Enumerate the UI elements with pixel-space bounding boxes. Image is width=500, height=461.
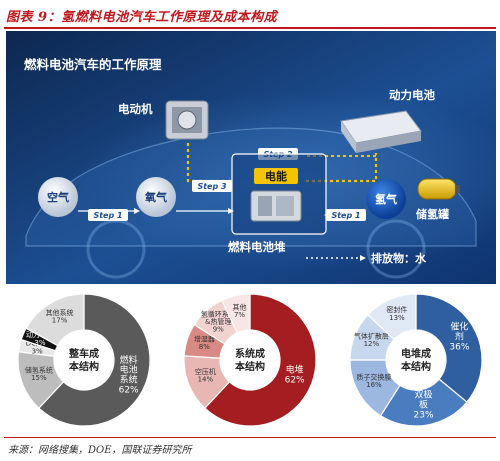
tank-label: 储氢罐: [416, 207, 449, 221]
battery-pack-icon: [340, 110, 422, 153]
fuel-cell-diagram: 燃料电池汽车的工作原理 电动机 动力电池 Step 2 Step 3 电能 空气: [6, 31, 496, 284]
svg-text:Step 1: Step 1: [93, 211, 122, 220]
air-label: 空气: [47, 190, 69, 204]
slice-label-2-0: 催化剂 36%: [449, 321, 469, 353]
hydrogen-tank-icon: [417, 178, 460, 200]
source-rule: [4, 437, 496, 438]
slice-1-0: [203, 293, 317, 427]
slice-0-4: [25, 293, 85, 347]
slice-label-1-4: 其他 7%: [233, 302, 247, 319]
slice-label-0-1: 储氢系统 15%: [25, 365, 53, 382]
car-wheel-rear: [366, 219, 426, 279]
system-cost-donut: 电堆 62% 空压机 14% 增湿器 8%氢循环系统&热管理 9%其他 7% 系统成本结构: [183, 293, 317, 427]
slice-0-0: [37, 293, 151, 427]
fuel-cell-stack-icon: [250, 190, 302, 222]
slice-label-1-1: 空压机 14%: [195, 367, 216, 384]
step3-tag: Step 3: [192, 180, 232, 192]
diagram-heading: 燃料电池汽车的工作原理: [24, 57, 162, 72]
donut-title-0: 整车成本结构: [68, 347, 99, 373]
slice-2-4: [367, 293, 417, 341]
system-cost-chart: 电堆 62% 空压机 14% 增湿器 8% 氢循环系统&热管理 9% 其他 7% 系统成本结构: [172, 290, 328, 430]
slice-label-2-2: 质子交换膜 16%: [356, 372, 391, 389]
stack-label: 燃料电池堆: [227, 240, 286, 254]
slice-label-1-3: 氢循环系统&热管理 9%: [201, 309, 236, 333]
slice-label-2-3: 气体扩散层 12%: [354, 331, 389, 348]
hydrogen-label: 氢气: [375, 192, 397, 206]
slice-2-0: [415, 293, 483, 403]
slice-label-0-4: 其他系统 17%: [46, 308, 74, 325]
air-ball-icon: [38, 177, 78, 217]
stack-cost-chart: 催化剂 36% 双极板 23% 质子交换膜 16% 气体扩散层 12% 密封件 13% 电堆成本结构: [338, 290, 494, 430]
oxygen-label: 氧气: [144, 190, 167, 204]
stack-cost-donut: 催化剂 36% 双极板 23% 质子交换膜 16% 气体扩散层 12% 密封件 13% 电堆成本结构: [349, 293, 483, 427]
svg-text:电能: 电能: [265, 169, 287, 183]
arrow-air-oxygen-head: [134, 208, 140, 214]
slice-1-4: [221, 293, 251, 334]
source-note: 来源：网络搜集，DOE，国联证券研究所: [8, 445, 192, 456]
motor-icon: [165, 100, 209, 140]
step1-tag-right: Step 1: [326, 209, 366, 221]
donut-title-2: 电堆成本结构: [401, 347, 431, 373]
step1-tag-left: Step 1: [88, 209, 128, 221]
emission-arrow-head: [360, 255, 366, 261]
vehicle-cost-donut: 燃料电池系统62%储氢系统15%DC/DC3%动力电池3%其他系统17%整车成本…: [17, 293, 151, 427]
arrow-oxygen-stack-head: [228, 208, 234, 214]
emission-label: 排放物：水: [371, 251, 427, 265]
slice-2-1: [379, 378, 468, 427]
svg-text:Step 3: Step 3: [197, 182, 227, 191]
hydrogen-ball-icon: [366, 179, 406, 219]
oxygen-ball-icon: [136, 177, 176, 217]
slice-label-1-0: 电堆 62%: [285, 364, 305, 386]
slice-label-0-0: 燃料电池系统 62%: [119, 354, 139, 396]
vehicle-cost-chart: 燃料电池系统62%储氢系统15%DC/DC3%动力电池3%其他系统17%整车成本…: [6, 290, 162, 430]
figure-title: 图表 9：氢燃料电池汽车工作原理及成本构成: [6, 10, 278, 25]
slice-label-2-1: 双极板 23%: [414, 389, 434, 421]
motor-label: 电动机: [118, 102, 153, 116]
title-rule: [4, 27, 496, 29]
electric-energy-tag: 电能: [254, 168, 298, 184]
donut-title-1: 系统成本结构: [235, 347, 265, 373]
battery-label: 动力电池: [389, 88, 435, 102]
slice-label-1-2: 增湿器 8%: [194, 334, 215, 351]
svg-text:Step 1: Step 1: [331, 211, 360, 220]
slice-label-2-4: 密封件 13%: [386, 305, 407, 322]
